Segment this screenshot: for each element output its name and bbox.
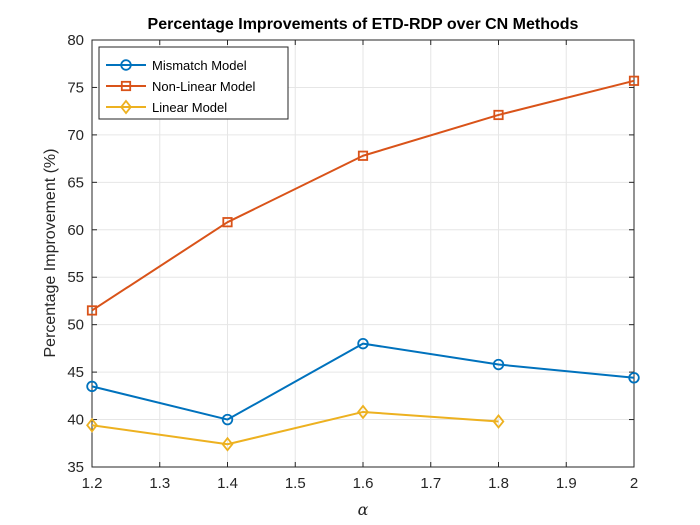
- series-3: [86, 404, 505, 452]
- data-point: [86, 305, 98, 316]
- x-tick-label: 1.3: [149, 475, 170, 492]
- data-point: [221, 436, 234, 452]
- legend-label: Non-Linear Model: [152, 79, 255, 94]
- series-2: [86, 75, 640, 316]
- data-point: [357, 337, 369, 350]
- x-tick-label: 1.7: [420, 475, 441, 492]
- y-tick-label: 55: [67, 269, 84, 286]
- series-line: [91, 79, 635, 312]
- legend-label: Mismatch Model: [152, 58, 247, 73]
- x-tick-label: 1.6: [353, 475, 374, 492]
- legend-marker: [120, 80, 132, 92]
- data-point: [628, 75, 640, 86]
- x-tick-label: 1.8: [488, 475, 509, 492]
- series-layer: [86, 75, 640, 452]
- legend-item: Mismatch Model: [106, 58, 247, 73]
- x-axis-label: α: [358, 500, 369, 519]
- x-tick-label: 1.4: [217, 475, 238, 492]
- legend-marker: [120, 99, 132, 115]
- legend-marker: [120, 59, 132, 71]
- y-tick-label: 70: [67, 127, 84, 144]
- y-tick-label: 65: [67, 174, 84, 191]
- y-tick-label: 40: [67, 412, 84, 429]
- legend: Mismatch Model Non-Linear Model Linear Mod…: [98, 46, 289, 120]
- data-point: [357, 404, 369, 420]
- y-tick-label: 80: [67, 32, 84, 49]
- x-tick-label: 1.5: [285, 475, 306, 492]
- chart-title: Percentage Improvements of ETD-RDP over …: [148, 16, 579, 33]
- y-tick-label: 45: [67, 364, 84, 381]
- y-tick-label: 35: [67, 459, 84, 476]
- data-point: [357, 150, 369, 161]
- data-point: [86, 380, 98, 393]
- series-line: [91, 410, 499, 446]
- y-tick-label: 60: [67, 222, 84, 239]
- legend-item: Linear Model: [106, 99, 227, 115]
- y-tick-label: 50: [67, 317, 84, 334]
- x-tick-label: 1.9: [556, 475, 577, 492]
- x-tick-label: 1.2: [82, 475, 103, 492]
- data-point: [493, 109, 504, 121]
- x-tick-label: 2: [630, 475, 638, 492]
- y-tick-label: 75: [67, 79, 84, 96]
- data-point: [628, 372, 640, 384]
- series-1: [86, 337, 640, 426]
- series-line: [91, 342, 635, 421]
- data-point: [221, 413, 234, 426]
- grid: [92, 40, 634, 467]
- ticks: 1.2 1.3 1.4 1.5 1.6 1.7 1.8 1.9 2 35 40 45 50 55 60 65 7…: [67, 32, 638, 492]
- legend-label: Linear Model: [152, 100, 227, 115]
- data-point: [222, 217, 233, 228]
- data-point: [492, 358, 505, 371]
- data-point: [492, 414, 505, 429]
- y-axis-label: Percentage Improvement (%): [42, 149, 59, 358]
- data-point: [86, 417, 98, 433]
- legend-item: Non-Linear Model: [106, 79, 255, 94]
